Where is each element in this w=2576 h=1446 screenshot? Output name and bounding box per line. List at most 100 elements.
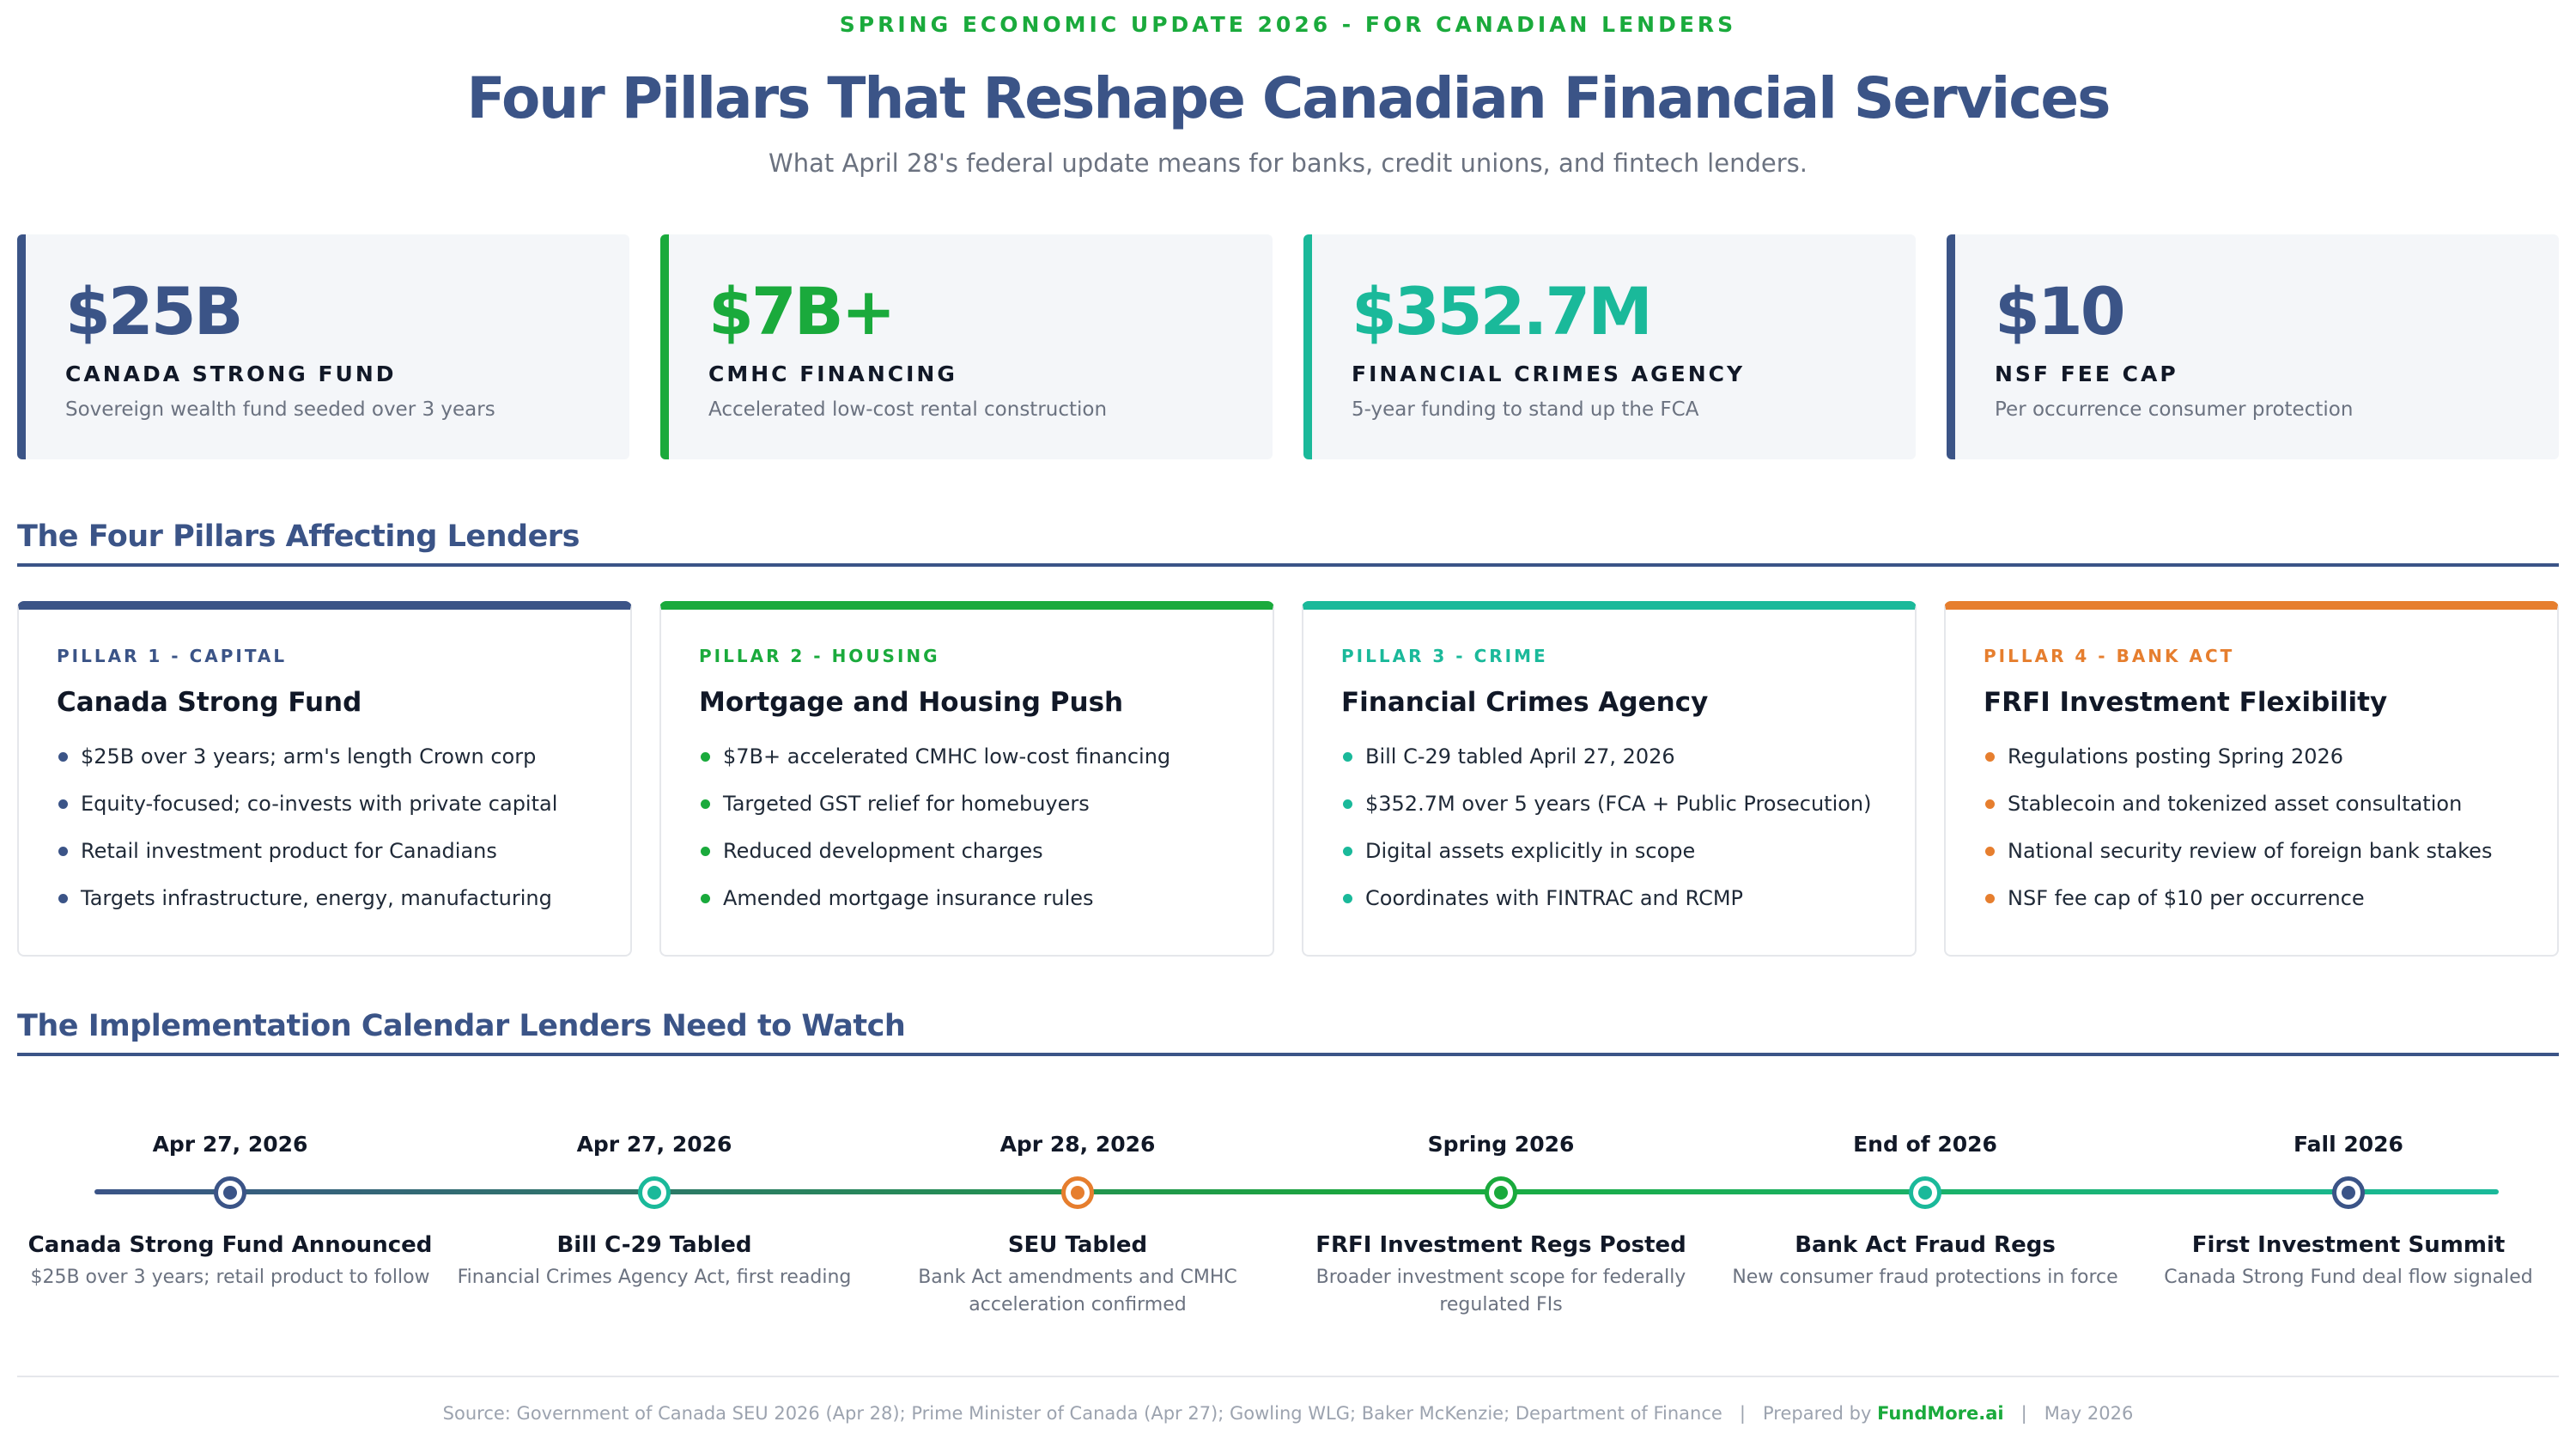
list-item: Stablecoin and tokenized asset consultat… <box>1984 789 2557 836</box>
timeline-milestone: Fall 2026 First Investment Summit Canada… <box>2142 1116 2555 1291</box>
milestone-date: Fall 2026 <box>2293 1132 2403 1157</box>
footer-divider <box>17 1376 2559 1377</box>
milestone-description: Financial Crimes Agency Act, first readi… <box>457 1267 852 1288</box>
bullet-dot-icon <box>1985 894 1995 903</box>
timeline-milestone: Apr 28, 2026 SEU Tabled Bank Act amendme… <box>872 1116 1284 1319</box>
stat-cards: $25B CANADA STRONG FUND Sovereign wealth… <box>17 234 2559 459</box>
pillar-list: $7B+ accelerated CMHC low-cost financing… <box>699 742 1273 931</box>
stat-card: $25B CANADA STRONG FUND Sovereign wealth… <box>17 234 629 459</box>
footer-separator: | <box>2020 1403 2027 1424</box>
milestone-description: Broader investment scope for federally r… <box>1315 1267 1686 1315</box>
stat-value: $352.7M <box>1352 273 1653 349</box>
footer-date: May 2026 <box>2044 1403 2134 1424</box>
timeline-milestone: Spring 2026 FRFI Investment Regs Posted … <box>1295 1116 1707 1319</box>
stat-value: $10 <box>1995 273 2126 349</box>
stat-card: $10 NSF FEE CAP Per occurrence consumer … <box>1947 234 2559 459</box>
milestone-title: Bank Act Fraud Regs <box>1795 1232 2056 1258</box>
list-item: Reduced development charges <box>699 836 1273 884</box>
list-item-text: Coordinates with FINTRAC and RCMP <box>1365 886 1744 910</box>
milestone-node-icon <box>2332 1176 2365 1209</box>
list-item: NSF fee cap of $10 per occurrence <box>1984 884 2557 931</box>
pillar-list: Bill C-29 tabled April 27, 2026 $352.7M … <box>1341 742 1915 931</box>
timeline-milestone: Apr 27, 2026 Bill C-29 Tabled Financial … <box>448 1116 860 1291</box>
list-item-text: Reduced development charges <box>723 839 1043 863</box>
milestone-date: Spring 2026 <box>1427 1132 1575 1157</box>
list-item: Targets infrastructure, energy, manufact… <box>57 884 630 931</box>
list-item: Equity-focused; co-invests with private … <box>57 789 630 836</box>
timeline-milestone: Apr 27, 2026 Canada Strong Fund Announce… <box>24 1116 436 1291</box>
footer-source: Source: Government of Canada SEU 2026 (A… <box>442 1403 1722 1424</box>
list-item-text: Targets infrastructure, energy, manufact… <box>81 886 552 910</box>
pillar-card: PILLAR 3 - CRIME Financial Crimes Agency… <box>1302 601 1917 957</box>
bullet-dot-icon <box>58 799 68 809</box>
bullet-dot-icon <box>1343 894 1352 903</box>
footer: Source: Government of Canada SEU 2026 (A… <box>17 1403 2559 1424</box>
milestone-description: $25B over 3 years; retail product to fol… <box>30 1267 430 1288</box>
bullet-dot-icon <box>58 752 68 762</box>
pillar-title: Financial Crimes Agency <box>1341 687 1709 718</box>
list-item: Retail investment product for Canadians <box>57 836 630 884</box>
milestone-core-icon <box>2342 1186 2355 1200</box>
milestone-date: Apr 28, 2026 <box>999 1132 1156 1157</box>
milestone-core-icon <box>1494 1186 1508 1200</box>
list-item: Regulations posting Spring 2026 <box>1984 742 2557 789</box>
stat-description: 5-year funding to stand up the FCA <box>1352 398 1699 421</box>
list-item: Coordinates with FINTRAC and RCMP <box>1341 884 1915 931</box>
list-item-text: $7B+ accelerated CMHC low-cost financing <box>723 744 1171 769</box>
milestone-title: SEU Tabled <box>1007 1232 1148 1258</box>
milestone-core-icon <box>223 1186 237 1200</box>
milestone-description: Canada Strong Fund deal flow signaled <box>2164 1267 2533 1288</box>
timeline-section-header: The Implementation Calendar Lenders Need… <box>17 1005 2559 1056</box>
milestone-node-icon <box>1485 1176 1517 1209</box>
milestone-description: Bank Act amendments and CMHC acceleratio… <box>918 1267 1237 1315</box>
milestone-core-icon <box>1071 1186 1084 1200</box>
list-item-text: Equity-focused; co-invests with private … <box>81 792 558 816</box>
list-item-text: $25B over 3 years; arm's length Crown co… <box>81 744 537 769</box>
list-item: Bill C-29 tabled April 27, 2026 <box>1341 742 1915 789</box>
list-item-text: Targeted GST relief for homebuyers <box>723 792 1090 816</box>
milestone-node-icon <box>1061 1176 1094 1209</box>
pillar-tag: PILLAR 1 - CAPITAL <box>57 646 288 666</box>
list-item: $25B over 3 years; arm's length Crown co… <box>57 742 630 789</box>
list-item: Digital assets explicitly in scope <box>1341 836 1915 884</box>
footer-separator: | <box>1739 1403 1746 1424</box>
pillars-section-header: The Four Pillars Affecting Lenders <box>17 515 2559 567</box>
milestone-date: Apr 27, 2026 <box>576 1132 732 1157</box>
milestone-core-icon <box>1918 1186 1932 1200</box>
list-item: National security review of foreign bank… <box>1984 836 2557 884</box>
list-item-text: Stablecoin and tokenized asset consultat… <box>2008 792 2463 816</box>
milestone-description: New consumer fraud protections in force <box>1732 1267 2118 1288</box>
section-title: The Four Pillars Affecting Lenders <box>17 519 580 554</box>
page: SPRING ECONOMIC UPDATE 2026 - FOR CANADI… <box>17 0 2559 1424</box>
pillar-title: Mortgage and Housing Push <box>699 687 1124 718</box>
stat-label: CANADA STRONG FUND <box>65 362 397 386</box>
bullet-dot-icon <box>701 847 710 856</box>
footer-brand-link[interactable]: FundMore.ai <box>1877 1403 2004 1424</box>
bullet-dot-icon <box>1343 752 1352 762</box>
milestone-core-icon <box>647 1186 661 1200</box>
stat-label: NSF FEE CAP <box>1995 362 2178 386</box>
pillar-title: FRFI Investment Flexibility <box>1984 687 2388 718</box>
list-item-text: Digital assets explicitly in scope <box>1365 839 1696 863</box>
milestone-node-icon <box>1909 1176 1941 1209</box>
list-item: Targeted GST relief for homebuyers <box>699 789 1273 836</box>
stat-description: Sovereign wealth fund seeded over 3 year… <box>65 398 495 421</box>
kicker: SPRING ECONOMIC UPDATE 2026 - FOR CANADI… <box>839 12 1737 37</box>
milestone-title: Canada Strong Fund Announced <box>27 1232 433 1258</box>
bullet-dot-icon <box>701 799 710 809</box>
list-item: Amended mortgage insurance rules <box>699 884 1273 931</box>
stat-label: FINANCIAL CRIMES AGENCY <box>1352 362 1746 386</box>
pillar-tag: PILLAR 4 - BANK ACT <box>1984 646 2235 666</box>
bullet-dot-icon <box>701 752 710 762</box>
pillar-title: Canada Strong Fund <box>57 687 362 718</box>
bullet-dot-icon <box>58 894 68 903</box>
bullet-dot-icon <box>58 847 68 856</box>
pillar-list: $25B over 3 years; arm's length Crown co… <box>57 742 630 931</box>
pillar-tag: PILLAR 3 - CRIME <box>1341 646 1548 666</box>
list-item-text: National security review of foreign bank… <box>2008 839 2493 863</box>
list-item-text: Retail investment product for Canadians <box>81 839 497 863</box>
pillar-cards: PILLAR 1 - CAPITAL Canada Strong Fund $2… <box>17 601 2559 957</box>
footer-prepared: Prepared by <box>1762 1403 1872 1424</box>
pillar-card: PILLAR 4 - BANK ACT FRFI Investment Flex… <box>1944 601 2559 957</box>
milestone-title: Bill C-29 Tabled <box>556 1232 752 1258</box>
